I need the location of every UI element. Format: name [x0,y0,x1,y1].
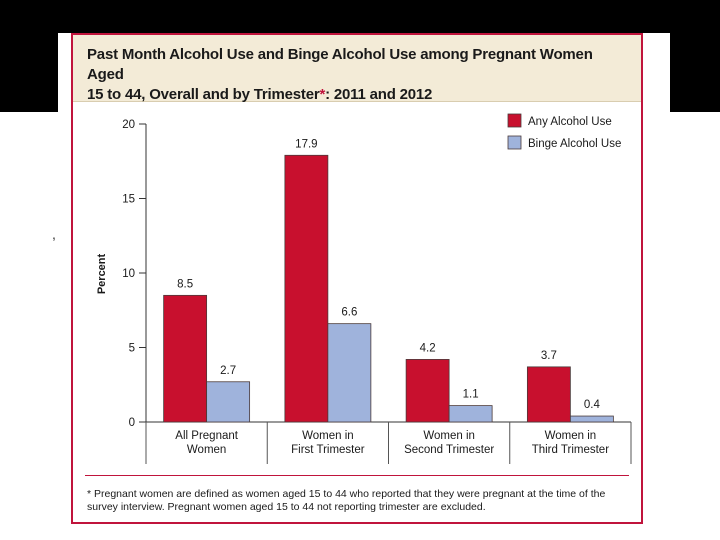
bar-data-label: 4.2 [420,342,436,354]
bar-binge-alcohol [569,415,614,423]
top-black-bar [0,0,720,33]
bar-any-alcohol [163,294,208,423]
bar-binge-alcohol [327,323,372,423]
x-category-label: Women in [423,430,475,442]
bar-any-alcohol [526,366,571,423]
y-axis-label: Percent [96,253,108,294]
x-category-label: Women [187,444,226,456]
y-tick-label: 5 [129,343,135,355]
y-tick-label: 10 [122,268,135,280]
legend-swatch [507,113,522,128]
bar-data-label: 8.5 [177,278,193,290]
bars: 8.5 2.7 17.9 6.6 4.2 1.1 3.7 0.4 [163,138,614,423]
y-tick-label: 15 [122,194,135,206]
x-category-label: Second Trimester [404,444,494,456]
x-category-label: Women in [545,430,597,442]
bar-data-label: 3.7 [541,350,557,362]
legend: Any Alcohol Use Binge Alcohol Use [507,113,621,150]
bar-data-label: 17.9 [295,138,317,150]
bar-any-alcohol [405,359,450,423]
chart-title-line2: 15 to 44, Overall and by Trimester [87,86,320,103]
bar-data-label: 2.7 [220,365,236,377]
bar-binge-alcohol [448,405,493,423]
y-tick-label: 20 [122,119,135,131]
x-category-label: Women in [302,430,354,442]
axes: 0 5 10 15 20 All Pregnant Women Women in First T… [122,119,632,464]
legend-swatch [507,135,522,150]
left-black-block [0,0,58,112]
x-category-label: All Pregnant [175,430,238,442]
footnote-divider [85,475,629,476]
chart-title-asterisk: * [319,86,326,103]
x-category-label: First Trimester [291,444,365,456]
bar-data-label: 1.1 [463,389,479,401]
chart-title-box: Past Month Alcohol Use and Binge Alcohol… [73,35,641,105]
legend-label: Any Alcohol Use [528,116,612,128]
bar-any-alcohol [284,154,329,423]
right-black-block [670,0,720,112]
stray-mark: , [52,226,56,242]
bar-binge-alcohol [206,381,251,423]
x-category-label: Third Trimester [532,444,609,456]
y-tick-label: 0 [129,417,135,429]
bar-data-label: 6.6 [341,307,357,319]
chart-title-line1: Past Month Alcohol Use and Binge Alcohol… [87,46,593,83]
bar-data-label: 0.4 [584,399,601,411]
bar-chart: Percent 0 5 10 15 20 All Pregnant Women Women i… [96,113,632,464]
footnote: * Pregnant women are defined as women ag… [87,488,606,513]
chart-title: Past Month Alcohol Use and Binge Alcohol… [87,45,629,105]
chart-title-suffix: : 2011 and 2012 [325,86,433,103]
chart-frame: Past Month Alcohol Use and Binge Alcohol… [71,33,643,524]
legend-label: Binge Alcohol Use [528,138,621,150]
